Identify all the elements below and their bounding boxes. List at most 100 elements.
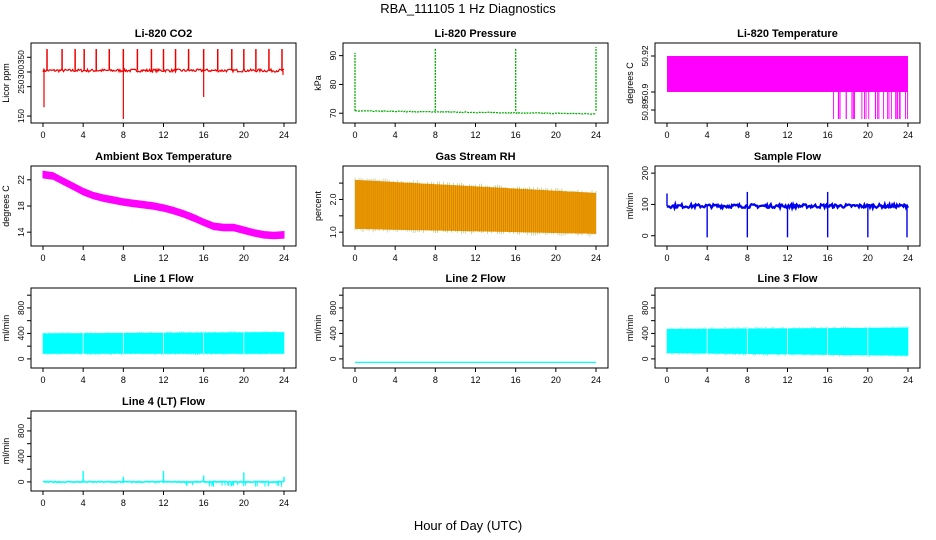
chart-ambient-box-temperature: Ambient Box Temperature degrees C 0 4 8 12 16 2… <box>1 151 297 263</box>
x-tick-label: 4 <box>705 130 710 140</box>
x-tick-label: 0 <box>664 253 669 263</box>
x-tick-label: 12 <box>470 130 480 140</box>
x-tick-label: 8 <box>121 130 126 140</box>
y-tick-label: 350 <box>16 50 26 64</box>
y-tick-label: 200 <box>640 166 650 180</box>
y-tick-label: 0 <box>640 356 650 361</box>
y-tick-label: 50.89 <box>640 99 650 121</box>
y-tick-label: 400 <box>328 326 338 340</box>
chart-title: Li-820 Pressure <box>435 28 517 40</box>
x-tick-label: 8 <box>433 253 438 263</box>
chart-title: Li-820 Temperature <box>737 28 838 40</box>
x-tick-label: 8 <box>745 375 750 385</box>
y-axis-label: ml/min <box>1 438 11 465</box>
y-tick-label: 400 <box>640 326 650 340</box>
x-tick-label: 24 <box>279 130 289 140</box>
x-tick-label: 0 <box>664 375 669 385</box>
temperature-block <box>667 56 908 92</box>
series-line-4 <box>42 471 285 487</box>
chart-title: Line 3 Flow <box>758 273 818 285</box>
x-tick-label: 4 <box>81 253 86 263</box>
x-tick-label: 20 <box>863 130 873 140</box>
y-tick-label: 100 <box>640 197 650 211</box>
x-tick-label: 20 <box>239 375 249 385</box>
y-axis-label: ml/min <box>313 315 323 342</box>
series-sample <box>666 191 909 238</box>
chart-li-820-temperature: Li-820 Temperature degrees C 0 4 8 12 16 20 24 50… <box>625 28 921 140</box>
x-tick-label: 16 <box>511 375 521 385</box>
x-tick-label: 8 <box>121 498 126 508</box>
chart-gas-stream-rh: Gas Stream RH percent 0 4 8 12 16 20 24 1.0 2.0 <box>313 151 609 263</box>
chart-line-4-lt-flow: Line 4 (LT) Flow ml/min 0 4 8 12 16 20 24 0 400 800 <box>1 396 297 508</box>
x-tick-label: 24 <box>279 253 289 263</box>
x-axis-caption: Hour of Day (UTC) <box>413 518 523 533</box>
chart-li-820-pressure: Li-820 Pressure kPa 0 4 8 12 16 20 24 70 80 90 <box>313 28 609 140</box>
x-tick-label: 8 <box>121 253 126 263</box>
series-line-3 <box>666 326 909 358</box>
series-pressure <box>354 47 597 115</box>
chart-title: Sample Flow <box>754 151 822 163</box>
x-tick-label: 4 <box>81 130 86 140</box>
y-tick-label: 0 <box>640 233 650 238</box>
series-co2 <box>42 49 285 119</box>
y-tick-label: 800 <box>16 424 26 438</box>
x-tick-label: 20 <box>863 253 873 263</box>
y-tick-label: 50.92 <box>640 45 650 67</box>
chart-title: Line 2 Flow <box>446 273 506 285</box>
y-tick-label: 150 <box>16 109 26 123</box>
x-tick-label: 4 <box>393 375 398 385</box>
chart-line-1-flow: Line 1 Flow ml/min 0 4 8 12 16 20 24 0 400 800 <box>1 273 297 385</box>
series-line-1 <box>42 331 285 356</box>
y-tick-label: 50.9 <box>640 83 650 100</box>
y-tick-label: 400 <box>16 449 26 463</box>
y-tick-label: 80 <box>328 79 338 89</box>
figure-title: RBA_111105 1 Hz Diagnostics <box>380 1 556 16</box>
x-tick-label: 0 <box>352 253 357 263</box>
y-axis-label: ml/min <box>625 193 635 220</box>
x-tick-label: 12 <box>470 253 480 263</box>
y-tick-label: 300 <box>16 65 26 79</box>
x-tick-label: 20 <box>239 498 249 508</box>
series-ambient <box>42 170 285 240</box>
x-tick-label: 16 <box>199 375 209 385</box>
x-tick-label: 16 <box>823 130 833 140</box>
x-tick-label: 20 <box>239 253 249 263</box>
y-tick-label: 0 <box>328 356 338 361</box>
x-tick-label: 0 <box>40 130 45 140</box>
x-tick-label: 8 <box>433 130 438 140</box>
y-tick-label: 90 <box>328 51 338 61</box>
x-tick-label: 16 <box>511 253 521 263</box>
x-tick-label: 20 <box>239 130 249 140</box>
x-tick-label: 16 <box>511 130 521 140</box>
x-tick-label: 16 <box>823 375 833 385</box>
y-tick-label: 70 <box>328 108 338 118</box>
x-tick-label: 0 <box>352 130 357 140</box>
x-tick-label: 12 <box>782 375 792 385</box>
x-tick-label: 8 <box>745 253 750 263</box>
x-tick-label: 0 <box>40 253 45 263</box>
x-tick-label: 0 <box>664 130 669 140</box>
x-tick-label: 8 <box>433 375 438 385</box>
chart-line-2-flow: Line 2 Flow ml/min 0 4 8 12 16 20 24 0 400 800 <box>313 273 609 385</box>
x-tick-label: 16 <box>199 498 209 508</box>
x-tick-label: 16 <box>199 130 209 140</box>
y-tick-label: 1.0 <box>328 226 338 238</box>
x-tick-label: 0 <box>352 375 357 385</box>
y-axis-label: degrees C <box>1 185 11 227</box>
chart-li-820-co2: Li-820 CO2 Licor ppm 0 4 8 12 16 20 24 150 2503003… <box>1 28 297 140</box>
y-axis-label: ml/min <box>625 315 635 342</box>
x-tick-label: 24 <box>903 253 913 263</box>
x-tick-label: 4 <box>705 253 710 263</box>
chart-title: Gas Stream RH <box>435 151 515 163</box>
x-tick-label: 24 <box>903 375 913 385</box>
x-tick-label: 12 <box>158 253 168 263</box>
y-tick-label: 800 <box>16 301 26 315</box>
x-tick-label: 4 <box>393 253 398 263</box>
x-tick-label: 8 <box>121 375 126 385</box>
x-tick-label: 20 <box>551 253 561 263</box>
x-tick-label: 12 <box>782 130 792 140</box>
plot-frame <box>30 287 297 369</box>
x-tick-label: 24 <box>903 130 913 140</box>
chart-sample-flow: Sample Flow ml/min 0 4 8 12 16 20 24 0 100 200 <box>625 151 921 263</box>
